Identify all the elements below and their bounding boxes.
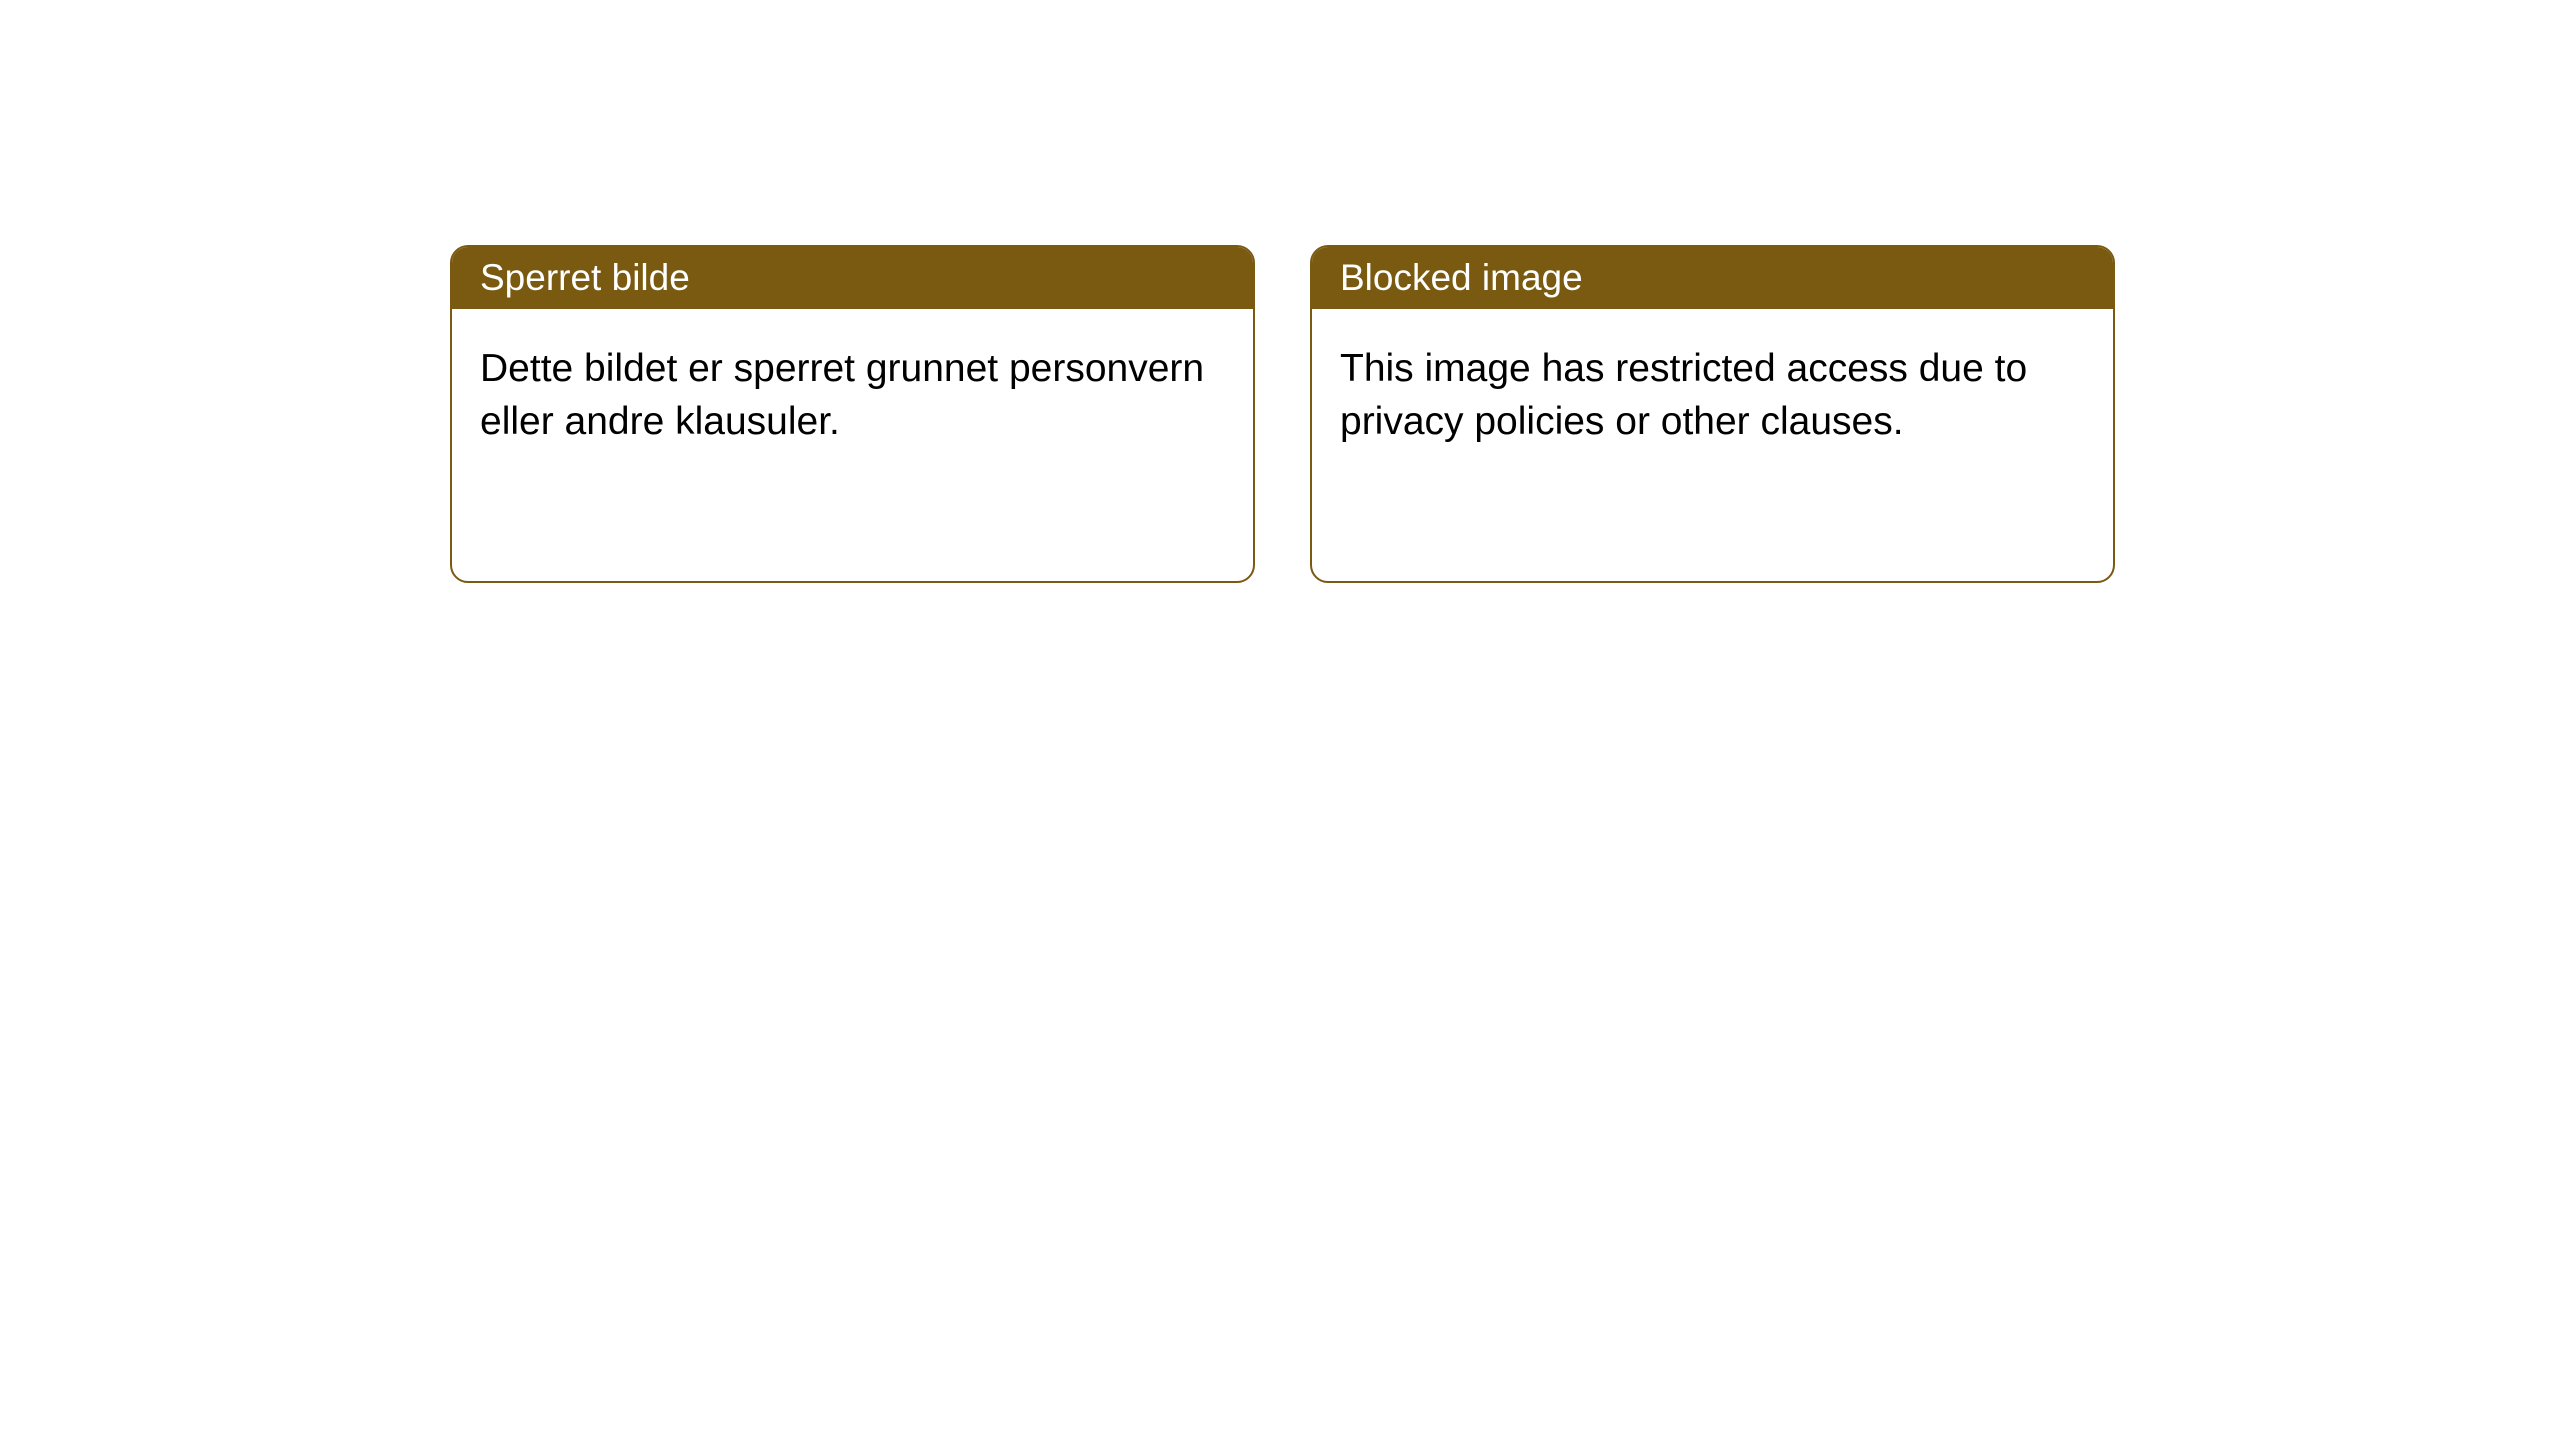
notice-header-no: Sperret bilde	[452, 247, 1253, 309]
notice-body-text-no: Dette bildet er sperret grunnet personve…	[480, 347, 1204, 443]
notice-card-en: Blocked image This image has restricted …	[1310, 245, 2115, 583]
notice-body-no: Dette bildet er sperret grunnet personve…	[452, 309, 1253, 482]
notice-title-no: Sperret bilde	[480, 257, 690, 299]
notice-body-text-en: This image has restricted access due to …	[1340, 347, 2027, 443]
notice-card-no: Sperret bilde Dette bildet er sperret gr…	[450, 245, 1255, 583]
notice-body-en: This image has restricted access due to …	[1312, 309, 2113, 482]
notice-title-en: Blocked image	[1340, 257, 1583, 299]
notice-header-en: Blocked image	[1312, 247, 2113, 309]
notice-cards-container: Sperret bilde Dette bildet er sperret gr…	[450, 245, 2115, 583]
